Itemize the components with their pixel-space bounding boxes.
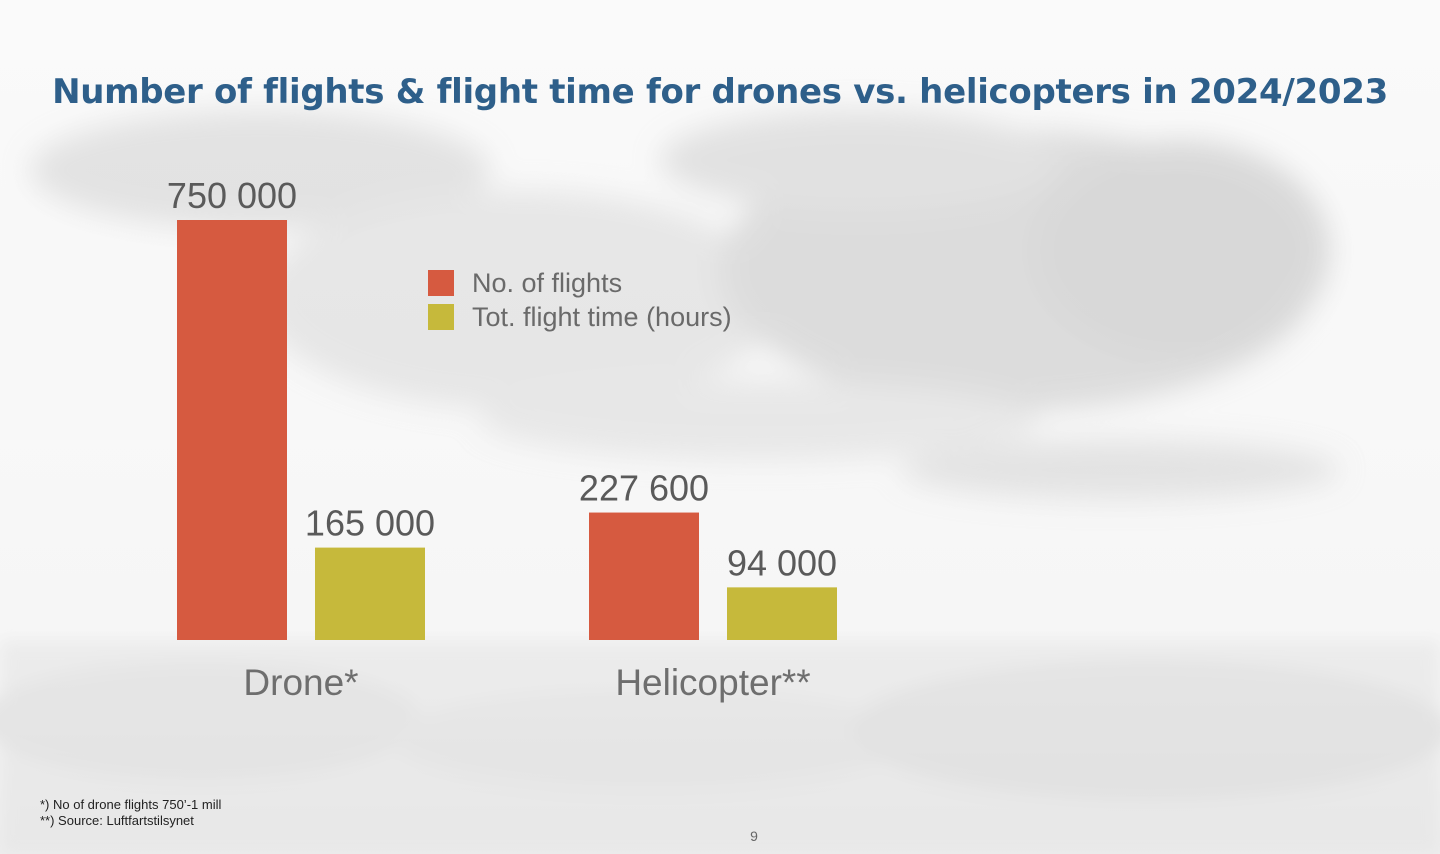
legend-item-flights: No. of flights [428, 266, 732, 300]
category-label-1: Helicopter** [615, 662, 810, 703]
page-number: 9 [750, 828, 758, 844]
legend-item-flight-time: Tot. flight time (hours) [428, 300, 732, 334]
bar-flight-time-1 [727, 587, 837, 640]
bar-flight-time-0 [315, 547, 425, 640]
footnote-source: **) Source: Luftfartstilsynet [40, 813, 194, 828]
page-title: Number of flights & flight time for dron… [52, 72, 1388, 112]
bar-flights-1 [589, 512, 699, 640]
bar-flights-0 [177, 220, 287, 640]
data-label-flights-1: 227 600 [579, 468, 709, 509]
legend-swatch-flights [428, 270, 454, 296]
data-label-flights-0: 750 000 [167, 175, 297, 216]
footnote-drone: *) No of drone flights 750’-1 mill [40, 797, 222, 812]
category-label-0: Drone* [243, 662, 358, 703]
legend-label-flight-time: Tot. flight time (hours) [472, 301, 732, 332]
data-label-flight-time-1: 94 000 [727, 542, 837, 583]
legend-label-flights: No. of flights [472, 267, 623, 298]
chart-legend: No. of flights Tot. flight time (hours) [428, 266, 732, 334]
data-label-flight-time-0: 165 000 [305, 503, 435, 544]
footnotes: *) No of drone flights 750’-1 mill **) S… [40, 797, 221, 829]
legend-swatch-flight-time [428, 304, 454, 330]
